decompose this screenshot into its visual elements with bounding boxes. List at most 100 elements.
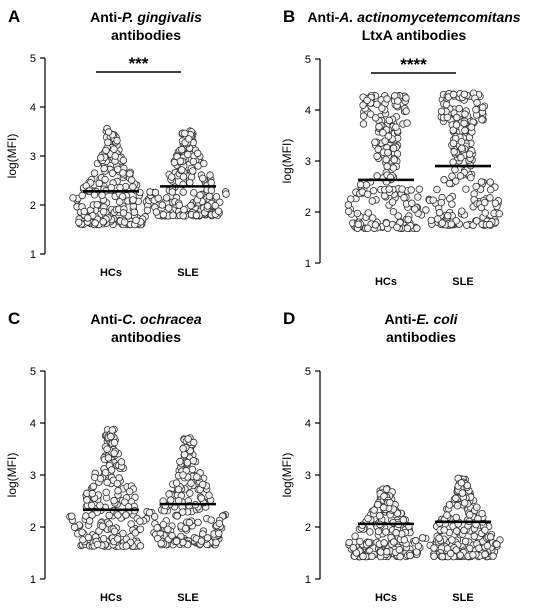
data-point [394, 212, 402, 220]
data-point [103, 478, 111, 487]
data-point [190, 438, 198, 447]
data-point [481, 550, 489, 559]
data-point [364, 209, 373, 217]
data-point [460, 90, 469, 98]
data-point [116, 198, 124, 206]
data-point [200, 159, 208, 168]
data-point [111, 152, 119, 160]
data-point [446, 549, 455, 558]
data-point [403, 119, 411, 127]
x-tick-label: SLE [452, 592, 473, 604]
data-point [174, 485, 183, 494]
data-point [383, 162, 391, 171]
data-point [125, 169, 134, 178]
data-point [449, 139, 458, 148]
data-point [406, 551, 414, 560]
data-point [179, 188, 187, 196]
data-point [108, 169, 117, 177]
data-point [408, 199, 416, 207]
data-point [151, 188, 160, 197]
data-point [354, 220, 363, 229]
data-point [438, 219, 447, 227]
chart-title: Anti-E. coli [384, 311, 458, 327]
data-point [461, 537, 470, 546]
data-point [486, 533, 495, 541]
data-point [113, 136, 121, 145]
x-tick-label: HCs [100, 267, 122, 279]
data-point [449, 90, 458, 99]
data-point [456, 551, 465, 559]
data-point [422, 206, 430, 214]
data-point [101, 468, 110, 477]
data-point [445, 501, 454, 509]
chart-subtitle: LtxA antibodies [362, 27, 467, 43]
data-point [370, 506, 378, 514]
data-point [136, 517, 144, 525]
data-point [349, 544, 357, 552]
data-point [130, 208, 139, 216]
data-point [365, 538, 373, 547]
data-point [167, 496, 175, 504]
data-point [119, 156, 128, 165]
data-point [359, 120, 368, 128]
data-point [430, 552, 438, 560]
data-point [110, 449, 118, 457]
data-point [122, 511, 130, 519]
data-point [400, 536, 409, 544]
data-point [452, 217, 460, 225]
data-point [197, 494, 206, 502]
y-tick-label: 1 [30, 574, 36, 586]
data-point [448, 536, 456, 544]
data-point [364, 514, 372, 523]
points-group-sle [425, 89, 503, 229]
y-axis-label: log(MFI) [280, 453, 294, 498]
data-point [437, 198, 445, 207]
data-point [185, 518, 194, 527]
data-point [353, 209, 362, 218]
data-point [366, 110, 375, 118]
data-point [169, 211, 177, 219]
x-tick-label: HCs [100, 592, 122, 604]
data-point [455, 104, 463, 113]
chart-title: Anti-P. gingivalis [90, 9, 202, 25]
data-point [179, 212, 187, 220]
points-group-sle [150, 434, 230, 549]
data-point [205, 491, 213, 499]
data-point [389, 207, 398, 216]
panel-a: A Anti-P. gingivalis antibodies 1 2 3 4 5 log(MF… [0, 0, 275, 302]
data-point [392, 123, 400, 131]
data-point [189, 157, 198, 166]
y-tick-label: 4 [305, 105, 311, 117]
data-point [495, 210, 503, 218]
data-point [460, 119, 468, 128]
x-tick-label: HCs [375, 592, 397, 604]
data-point [486, 194, 494, 202]
data-point [452, 177, 460, 185]
data-point [91, 219, 99, 227]
data-point [154, 194, 163, 202]
data-point [179, 471, 187, 479]
chart-svg: C Anti-C. ochracea antibodies 1 2 3 4 5 log(MFI)… [5, 309, 230, 604]
data-point [203, 534, 212, 542]
data-point [96, 501, 104, 510]
data-point [462, 185, 470, 193]
data-point [113, 535, 122, 543]
data-point [382, 528, 390, 536]
data-point [368, 197, 376, 205]
panel-letter: A [8, 7, 20, 26]
data-point [475, 544, 483, 552]
data-point [152, 208, 161, 216]
data-point [194, 518, 202, 527]
data-point [189, 167, 197, 175]
data-point [460, 526, 468, 535]
data-point [102, 488, 110, 497]
data-point [380, 539, 388, 547]
data-point [165, 204, 173, 212]
data-point [122, 542, 130, 550]
data-point [481, 526, 489, 534]
data-point [438, 552, 446, 561]
data-point [483, 542, 492, 550]
data-point [150, 513, 159, 521]
data-point [363, 190, 372, 198]
y-tick-label: 2 [305, 207, 311, 219]
